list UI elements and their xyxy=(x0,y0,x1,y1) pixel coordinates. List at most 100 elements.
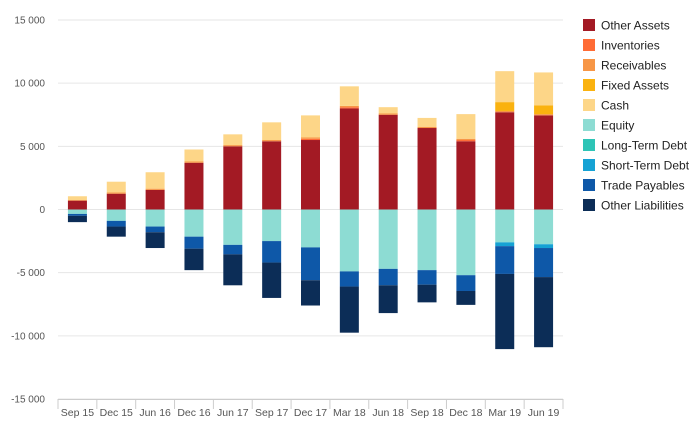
legend-label[interactable]: Receivables xyxy=(601,59,666,73)
bar-segment xyxy=(67,200,87,201)
bar-segment xyxy=(456,138,476,141)
bar-segment xyxy=(534,114,554,116)
bar-segment xyxy=(67,196,87,201)
legend-label[interactable]: Equity xyxy=(601,119,634,133)
x-tick-label: Mar 18 xyxy=(333,407,366,419)
bar-segment xyxy=(301,138,320,141)
bar-segment xyxy=(223,134,243,146)
bar-segment xyxy=(495,209,515,243)
bar-segment xyxy=(184,209,204,237)
x-tick-label: Dec 17 xyxy=(294,407,327,419)
bar-segment xyxy=(378,285,398,314)
bar-segment xyxy=(262,141,282,210)
bar-segment xyxy=(301,280,320,306)
bar-segment xyxy=(223,145,243,147)
bar-segment xyxy=(301,137,320,139)
bar-segment xyxy=(495,102,515,111)
legend-label[interactable]: Other Assets xyxy=(601,19,670,33)
bar-segment xyxy=(417,270,437,285)
bar-segment xyxy=(184,236,204,249)
bar-segment xyxy=(106,209,126,221)
x-tick-label: Dec 15 xyxy=(100,407,133,419)
bar-segment xyxy=(378,107,398,114)
bar-segment xyxy=(339,105,359,108)
x-tick-label: Sep 15 xyxy=(61,407,94,419)
legend-label[interactable]: Inventories xyxy=(601,39,660,53)
bar-segment xyxy=(145,172,165,189)
bar-segment xyxy=(495,71,515,103)
bar-segment xyxy=(339,86,359,106)
bar-segment xyxy=(339,286,359,333)
bar-segment xyxy=(417,128,437,210)
bar-segment xyxy=(184,161,204,163)
bar-segment xyxy=(456,275,476,291)
bar-segment xyxy=(456,290,476,305)
bar-segment xyxy=(262,140,282,142)
bar-segment xyxy=(378,113,398,115)
y-tick-label: 5 000 xyxy=(20,142,45,153)
bar-segment xyxy=(301,209,320,248)
bar-segment xyxy=(339,209,359,272)
bar-segment xyxy=(223,146,243,210)
legend-label[interactable]: Trade Payables xyxy=(601,179,685,193)
bar-segment xyxy=(378,268,398,286)
y-tick-label: 10 000 xyxy=(14,79,45,90)
bar-segment xyxy=(495,242,515,247)
bar-segment xyxy=(495,112,515,210)
x-tick-label: Dec 18 xyxy=(449,407,482,419)
legend-swatch xyxy=(583,199,595,211)
x-axis: Sep 15 Dec 15 Jun 16 Dec 16 Jun 17 Sep 17 Dec … xyxy=(57,399,564,419)
bar-segment xyxy=(534,248,554,278)
legend-swatch xyxy=(583,39,595,51)
x-tick-label: Mar 19 xyxy=(488,407,521,419)
bar-segment xyxy=(378,114,398,210)
legend-swatch xyxy=(583,79,595,91)
bar-segment xyxy=(417,284,437,303)
bar-segment xyxy=(67,200,87,210)
bar-segment xyxy=(145,189,165,210)
bar-segment xyxy=(339,107,359,109)
legend-swatch xyxy=(583,179,595,191)
bar-segment xyxy=(495,273,515,350)
bar-segment xyxy=(417,117,437,127)
bar-segment xyxy=(262,122,282,141)
bar-segment xyxy=(262,262,282,298)
x-tick-label: Jun 16 xyxy=(139,407,171,419)
bar-segment xyxy=(456,114,476,139)
bar-segment xyxy=(145,232,165,249)
x-tick-label: Dec 16 xyxy=(177,407,210,419)
x-tick-label: Jun 19 xyxy=(528,407,560,419)
legend-label[interactable]: Other Liabilities xyxy=(601,199,684,213)
bar-segment xyxy=(145,188,165,190)
legend-label[interactable]: Fixed Assets xyxy=(601,79,669,93)
legend-label[interactable]: Short-Term Debt xyxy=(601,159,690,173)
y-axis-ticks: 15 000 10 000 5 000 0 -5 000 -10 000 -15 000 xyxy=(11,16,45,406)
legend-swatch xyxy=(583,59,595,71)
bar-segment xyxy=(223,244,243,255)
bar-segment xyxy=(106,226,126,237)
bar-segment xyxy=(456,140,476,142)
bar-segment xyxy=(417,126,437,129)
bar-segment xyxy=(456,209,476,276)
bar-segment xyxy=(534,209,554,245)
bar-segment xyxy=(262,209,282,242)
legend-swatch xyxy=(583,99,595,111)
legend-swatch xyxy=(583,119,595,131)
bar-segment xyxy=(534,105,554,115)
bar-segment xyxy=(301,247,320,281)
x-tick-label: Jun 18 xyxy=(372,407,404,419)
bar-segment xyxy=(301,115,320,138)
legend-label[interactable]: Long-Term Debt xyxy=(601,139,688,153)
bar-segment xyxy=(456,141,476,210)
y-tick-label: -10 000 xyxy=(11,331,45,342)
legend-label[interactable]: Cash xyxy=(601,99,629,113)
y-tick-label: 0 xyxy=(39,205,45,216)
y-tick-label: -15 000 xyxy=(11,395,45,406)
bar-segment xyxy=(339,108,359,210)
bar-segment xyxy=(378,209,398,269)
bar-segment xyxy=(495,110,515,113)
bar-segment xyxy=(534,244,554,249)
bars xyxy=(67,71,554,350)
bar-segment xyxy=(145,209,165,227)
legend: Other Assets Inventories Receivables Fixed … xyxy=(583,19,690,213)
